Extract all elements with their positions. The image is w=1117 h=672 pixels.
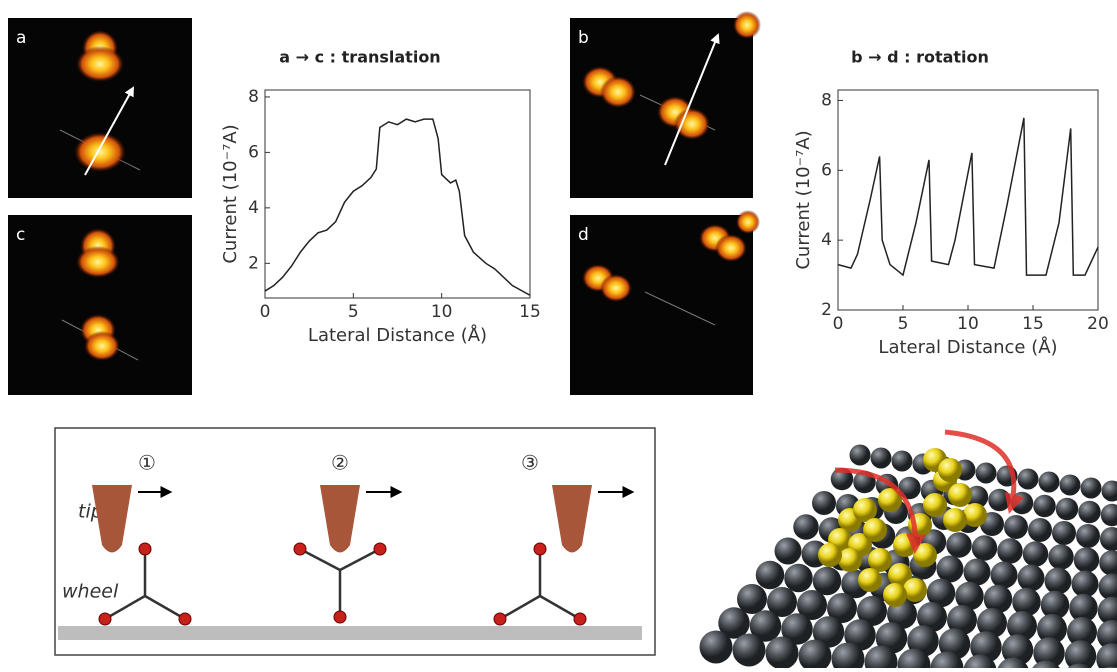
atom — [784, 564, 813, 593]
x-tick-label: 5 — [898, 314, 909, 334]
atom — [1074, 547, 1100, 573]
x-tick-label: 15 — [519, 302, 541, 322]
y-tick-label: 2 — [248, 253, 259, 273]
wheel-label: wheel — [62, 581, 119, 603]
y-axis-label: Current (10⁻⁷A) — [793, 130, 814, 269]
x-tick-label: 20 — [1087, 314, 1109, 334]
data-line — [838, 118, 1098, 275]
atom — [946, 532, 972, 558]
step-number: ③ — [521, 451, 539, 475]
atom — [1081, 478, 1102, 499]
step-number: ② — [331, 451, 349, 475]
step-number: ① — [138, 451, 156, 475]
atom — [988, 489, 1011, 512]
atom — [1052, 521, 1076, 545]
atom — [766, 637, 799, 669]
stm-image: d — [570, 210, 760, 395]
atom — [1045, 568, 1072, 595]
atom — [1102, 481, 1117, 502]
y-tick-label: 6 — [248, 142, 259, 162]
atom — [863, 518, 887, 542]
plot-frame — [838, 90, 1098, 310]
atom — [733, 634, 766, 667]
atom — [938, 458, 962, 482]
molecule-render — [700, 432, 1117, 668]
atom — [1018, 469, 1039, 490]
atom — [1101, 504, 1117, 527]
atom — [997, 538, 1023, 564]
atom — [871, 448, 892, 469]
atom — [775, 538, 802, 565]
y-tick-label: 8 — [248, 87, 259, 107]
atom — [1018, 565, 1045, 592]
atom — [972, 535, 998, 561]
atom — [818, 543, 842, 567]
x-tick-label: 10 — [431, 302, 453, 322]
atom — [756, 561, 785, 590]
atom — [1033, 495, 1056, 518]
schematic: ① ② ③ tip wheel — [55, 428, 655, 655]
atom — [700, 631, 733, 664]
atom — [1004, 515, 1028, 539]
atom — [903, 578, 927, 602]
stm-image: b — [570, 11, 761, 198]
y-tick-label: 4 — [248, 198, 259, 218]
atom — [812, 491, 836, 515]
atom — [991, 562, 1018, 589]
x-tick-label: 0 — [833, 314, 844, 334]
atom — [838, 548, 862, 572]
atom — [1096, 643, 1117, 668]
atom — [1056, 498, 1079, 521]
chart-title: a → c : translation — [279, 48, 440, 67]
stm-image: c — [8, 215, 192, 395]
data-line — [265, 119, 530, 295]
atom — [948, 483, 972, 507]
atom — [1048, 544, 1074, 570]
x-tick-label: 15 — [1022, 314, 1044, 334]
atom — [1023, 541, 1049, 567]
x-tick-label: 5 — [348, 302, 359, 322]
atom — [1072, 571, 1099, 598]
atom — [1099, 574, 1117, 601]
atom — [964, 559, 991, 586]
atom — [923, 493, 947, 517]
panel-label: d — [578, 225, 589, 245]
chart-title: b → d : rotation — [851, 48, 989, 67]
atom — [1076, 524, 1100, 548]
x-axis-label: Lateral Distance (Å) — [308, 324, 487, 346]
atom — [883, 583, 907, 607]
atom — [937, 556, 964, 583]
atom — [963, 503, 987, 527]
y-tick-label: 8 — [821, 90, 832, 110]
atom — [858, 568, 882, 592]
atom — [850, 445, 871, 466]
atom — [1078, 501, 1101, 524]
panel-label: b — [578, 28, 589, 48]
atom — [1028, 518, 1052, 542]
panel-label: a — [16, 28, 26, 48]
x-axis-label: Lateral Distance (Å) — [878, 336, 1057, 358]
y-tick-label: 4 — [821, 230, 832, 250]
x-tick-label: 10 — [957, 314, 979, 334]
x-tick-label: 0 — [260, 302, 271, 322]
y-tick-label: 2 — [821, 300, 832, 320]
stm-image: a — [8, 18, 192, 198]
atom — [1100, 527, 1117, 551]
y-tick-label: 6 — [821, 160, 832, 180]
y-axis-label: Current (10⁻⁷A) — [220, 124, 241, 263]
atom — [793, 514, 819, 540]
atom — [1039, 472, 1060, 493]
atom — [1060, 475, 1081, 496]
atom — [892, 451, 913, 472]
atom — [943, 508, 967, 532]
atom — [1099, 550, 1117, 576]
atom — [976, 463, 997, 484]
panel-label: c — [16, 225, 25, 245]
